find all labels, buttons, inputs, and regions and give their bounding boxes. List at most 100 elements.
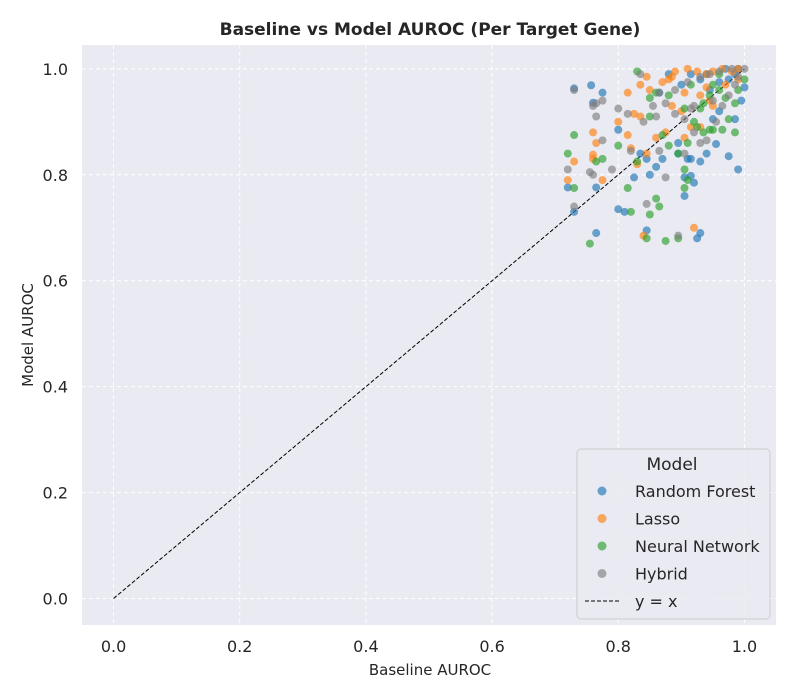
data-point (696, 91, 705, 100)
legend-label: Hybrid (635, 565, 688, 584)
data-point (740, 64, 749, 73)
data-point (730, 115, 739, 124)
data-point (727, 64, 736, 73)
y-axis-label: Model AUROC (19, 283, 37, 387)
data-point (696, 229, 705, 238)
data-point (702, 136, 711, 145)
data-point (661, 236, 670, 245)
data-point (658, 154, 667, 163)
data-point (639, 117, 648, 126)
data-point (592, 138, 601, 147)
legend: Model Random Forest Lasso Neural Network Hy… (576, 448, 771, 620)
data-point (715, 78, 724, 87)
data-point (721, 80, 730, 89)
data-point (696, 138, 705, 147)
legend-label: Lasso (635, 510, 680, 529)
legend-marker (597, 486, 607, 496)
data-point (598, 136, 607, 145)
data-point (661, 173, 670, 182)
data-point (607, 165, 616, 174)
data-point (655, 146, 664, 155)
legend-title: Model (646, 455, 697, 475)
data-point (696, 72, 705, 81)
data-point (636, 70, 645, 79)
data-point (645, 112, 654, 121)
data-point (585, 239, 594, 248)
data-point (712, 117, 721, 126)
y-axis-ticks: 0.0 0.2 0.4 0.6 0.8 1.0 (43, 60, 68, 609)
data-point (683, 176, 692, 185)
data-point (652, 194, 661, 203)
data-point (696, 157, 705, 166)
data-point (674, 231, 683, 240)
data-point (642, 149, 651, 158)
data-point (724, 152, 733, 161)
legend-label: Neural Network (635, 537, 760, 556)
legend-box (576, 448, 771, 620)
data-point (671, 67, 680, 76)
data-point (689, 101, 698, 110)
data-points (563, 64, 749, 248)
data-point (680, 149, 689, 158)
data-point (563, 165, 572, 174)
data-point (689, 178, 698, 187)
data-point (712, 140, 721, 149)
data-point (667, 101, 676, 110)
data-point (592, 183, 601, 192)
data-point (689, 223, 698, 232)
data-point (724, 91, 733, 100)
data-point (645, 210, 654, 219)
data-point (592, 112, 601, 121)
data-point (655, 88, 664, 97)
data-point (614, 104, 623, 113)
data-point (730, 99, 739, 108)
data-point (642, 72, 651, 81)
data-point (592, 157, 601, 166)
data-point (658, 78, 667, 87)
data-point (680, 191, 689, 200)
x-axis-ticks: 0.0 0.2 0.4 0.6 0.8 1.0 (101, 637, 757, 656)
data-point (702, 149, 711, 158)
data-point (614, 125, 623, 134)
data-point (740, 83, 749, 92)
y-tick-label: 0.4 (43, 378, 68, 397)
data-point (598, 176, 607, 185)
legend-marker (597, 569, 607, 578)
x-tick-label: 1.0 (732, 637, 757, 656)
x-tick-label: 0.8 (606, 637, 631, 656)
data-point (680, 88, 689, 97)
data-point (680, 184, 689, 193)
data-point (652, 162, 661, 171)
data-point (570, 157, 579, 166)
data-point (655, 202, 664, 211)
data-point (636, 149, 645, 158)
data-point (598, 154, 607, 163)
legend-label: Random Forest (635, 482, 755, 501)
data-point (699, 99, 708, 108)
chart-title: Baseline vs Model AUROC (Per Target Gene… (220, 20, 641, 40)
data-point (645, 170, 654, 179)
data-point (708, 125, 717, 134)
data-point (734, 165, 743, 174)
data-point (699, 128, 708, 137)
y-tick-label: 0.8 (43, 166, 68, 185)
data-point (614, 117, 623, 126)
data-point (730, 80, 739, 89)
data-point (689, 117, 698, 126)
data-point (589, 170, 598, 179)
data-point (563, 183, 572, 192)
data-point (680, 165, 689, 174)
data-point (689, 128, 698, 137)
data-point (623, 109, 632, 118)
data-point (652, 133, 661, 142)
data-point (680, 104, 689, 113)
data-point (715, 86, 724, 95)
data-point (664, 91, 673, 100)
data-point (570, 202, 579, 211)
data-point (702, 83, 711, 92)
data-point (614, 141, 623, 150)
data-point (633, 157, 642, 166)
y-tick-label: 0.6 (43, 272, 68, 291)
data-point (724, 115, 733, 124)
data-point (661, 99, 670, 108)
